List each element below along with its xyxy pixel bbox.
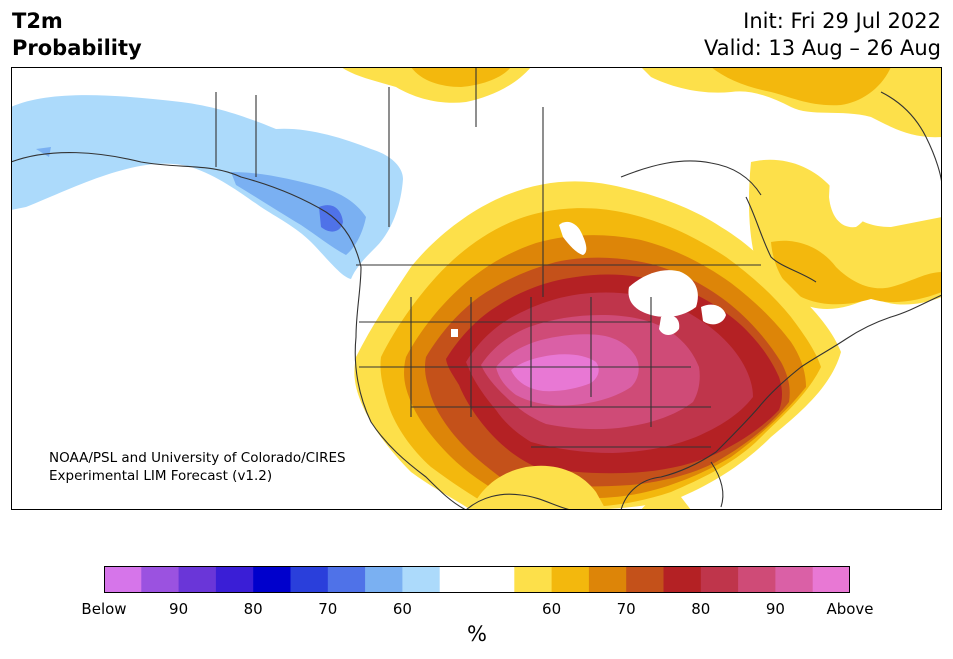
colorbar-swatch	[365, 566, 403, 593]
colorbar-swatch	[812, 566, 850, 593]
colorbar	[104, 566, 850, 593]
variable-label: T2m	[12, 9, 63, 33]
colorbar-tick-label: 70	[318, 600, 338, 618]
colorbar-tick-label: 80	[243, 600, 263, 618]
colorbar-tick-label: 60	[392, 600, 412, 618]
colorbar-swatch	[104, 566, 142, 593]
plot-title-left: T2m Probability	[12, 8, 142, 62]
colorbar-tick-label: 60	[542, 600, 562, 618]
data-credit: NOAA/PSL and University of Colorado/CIRE…	[49, 449, 346, 485]
forecast-map	[11, 67, 942, 510]
colorbar-tick-label: 90	[765, 600, 785, 618]
colorbar-swatch	[215, 566, 254, 593]
boundary-lines	[11, 67, 942, 510]
init-date: Init: Fri 29 Jul 2022	[743, 9, 941, 33]
colorbar-swatch	[178, 566, 217, 593]
colorbar-frame	[104, 566, 850, 593]
colorbar-swatch	[439, 566, 478, 593]
colorbar-tick-label: 80	[691, 600, 711, 618]
colorbar-tick-label: Above	[826, 600, 874, 618]
valid-range: Valid: 13 Aug – 26 Aug	[703, 36, 941, 60]
colorbar-unit: %	[467, 622, 487, 646]
colorbar-swatch	[141, 566, 180, 593]
plot-title-right: Init: Fri 29 Jul 2022 Valid: 13 Aug – 26…	[704, 8, 941, 62]
field-label: Probability	[12, 36, 142, 60]
colorbar-swatch	[738, 566, 776, 593]
colorbar-tick-label: 70	[616, 600, 636, 618]
colorbar-swatch	[402, 566, 441, 593]
colorbar-swatch	[700, 566, 739, 593]
credit-line-2: Experimental LIM Forecast (v1.2)	[49, 468, 273, 484]
colorbar-swatch	[477, 566, 515, 593]
colorbar-swatch	[663, 566, 702, 593]
cool-anomaly-region	[11, 95, 403, 279]
colorbar-swatch	[290, 566, 329, 593]
colorbar-tick-label: 90	[169, 600, 189, 618]
colorbar-swatch	[253, 566, 291, 593]
colorbar-swatch	[626, 566, 664, 593]
colorbar-swatch	[514, 566, 553, 593]
colorbar-swatch	[327, 566, 366, 593]
colorbar-tick-label: Below	[81, 600, 127, 618]
colorbar-swatch	[588, 566, 627, 593]
colorbar-swatch	[551, 566, 590, 593]
credit-line-1: NOAA/PSL and University of Colorado/CIRE…	[49, 450, 346, 466]
warm-anomaly-region	[341, 67, 942, 510]
colorbar-swatch	[775, 566, 814, 593]
